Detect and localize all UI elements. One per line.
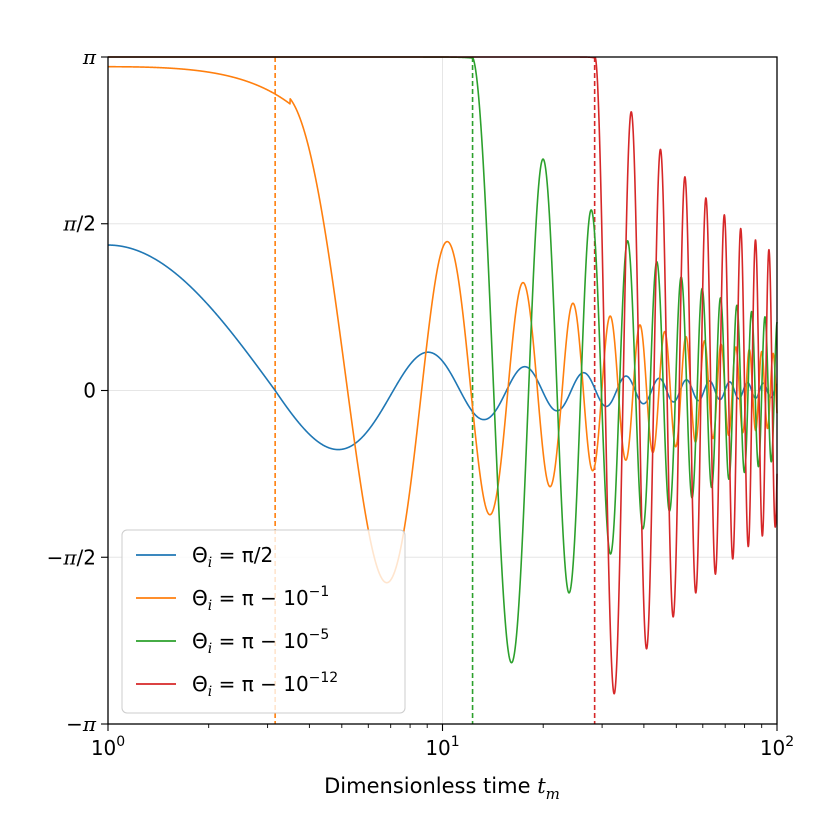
legend: Θi = π/2 Θi = π − 10−1 Θi = π − 10−5 Θi = π… xyxy=(121,529,406,714)
x-tick-label-0: 100 xyxy=(91,734,125,760)
legend-box xyxy=(121,529,406,714)
legend-label-3: Θi = π − 10−12 xyxy=(192,670,338,700)
y-tick-label-2: 0 xyxy=(83,379,96,403)
legend-label-2: Θi = π − 10−5 xyxy=(192,627,329,657)
x-tick-label-2: 102 xyxy=(760,734,794,760)
series-line-0 xyxy=(107,244,778,451)
y-tick-label-4: π xyxy=(82,45,97,69)
x-axis-label: Dimensionless time tm xyxy=(324,774,560,803)
x-axis-ticks: 100 101 102 xyxy=(91,724,794,760)
x-tick-label-1: 101 xyxy=(425,734,459,760)
legend-label-1: Θi = π − 10−1 xyxy=(192,584,329,614)
y-axis-ticks: −π −π/2 0 π/2 π xyxy=(47,45,108,736)
y-tick-label-1: −π/2 xyxy=(47,545,96,569)
y-tick-label-3: π/2 xyxy=(62,212,96,236)
y-tick-label-0: −π xyxy=(66,712,97,736)
legend-label-0: Θi = π/2 xyxy=(192,543,273,571)
